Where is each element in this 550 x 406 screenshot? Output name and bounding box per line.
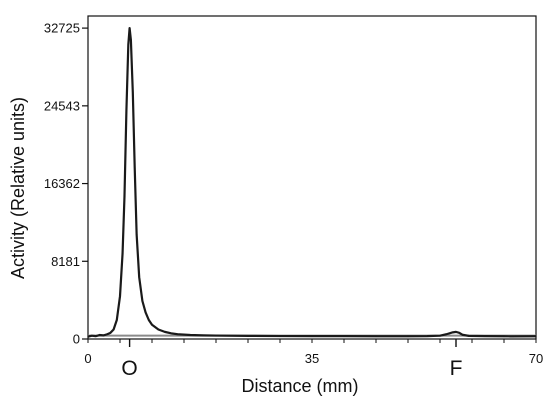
data-point [91,335,93,337]
y-tick-label: 0 [73,332,80,347]
data-point [123,195,126,198]
x-tick-label: 35 [305,351,319,366]
marker-label-f: F [450,357,463,380]
data-point [439,335,441,337]
activity-series-line [87,27,537,338]
data-point [484,335,486,337]
x-axis: 0 35 70 [84,339,543,366]
data-point [125,110,127,112]
y-axis-title: Activity (Relative units) [8,97,28,279]
data-point [132,91,134,93]
data-point [145,311,147,313]
y-axis: 0 8181 16362 24543 32725 [44,21,88,347]
data-point [109,332,111,334]
data-point [189,334,191,336]
data-point [98,334,101,336]
data-point [95,335,97,337]
data-point [311,335,313,337]
data-point [113,328,115,331]
data-point [127,43,129,46]
data-point [461,334,463,336]
data-point [375,335,377,337]
data-point [151,324,153,326]
data-point [164,331,166,333]
data-point [141,300,143,302]
data-point [458,332,460,334]
data-point [148,319,150,321]
data-point [279,335,281,337]
plot-border [87,15,537,340]
data-point [177,333,179,335]
data-point [130,39,132,41]
x-axis-title: Distance (mm) [241,376,358,396]
plot-area [87,15,537,340]
data-point [215,334,217,337]
y-tick-label: 8181 [51,254,80,269]
marker-label-o: O [121,357,137,380]
data-point [202,334,204,336]
data-point [170,332,172,334]
data-point [509,335,511,337]
y-tick-label: 32725 [44,21,80,36]
data-point [535,335,537,337]
data-point [119,295,121,297]
x-tick-label: 0 [84,351,91,366]
data-point [121,252,124,255]
data-point [129,27,131,29]
data-point [407,335,409,337]
data-point [116,319,118,321]
data-point [136,233,138,236]
data-point [157,328,159,331]
x-tick-label: 70 [529,351,543,366]
data-point [426,335,428,337]
data-point [87,336,89,338]
data-point [503,335,505,337]
data-point [455,331,457,333]
data-point [134,167,136,169]
data-point [247,335,249,337]
y-tick-label: 24543 [44,98,80,113]
data-point [106,333,108,335]
data-point [445,333,447,335]
y-tick-label: 16362 [44,176,80,191]
data-point [138,276,140,278]
data-point [452,331,454,333]
data-point [102,334,104,336]
series-layer [87,27,537,338]
data-point [468,335,470,337]
data-point [343,335,345,337]
